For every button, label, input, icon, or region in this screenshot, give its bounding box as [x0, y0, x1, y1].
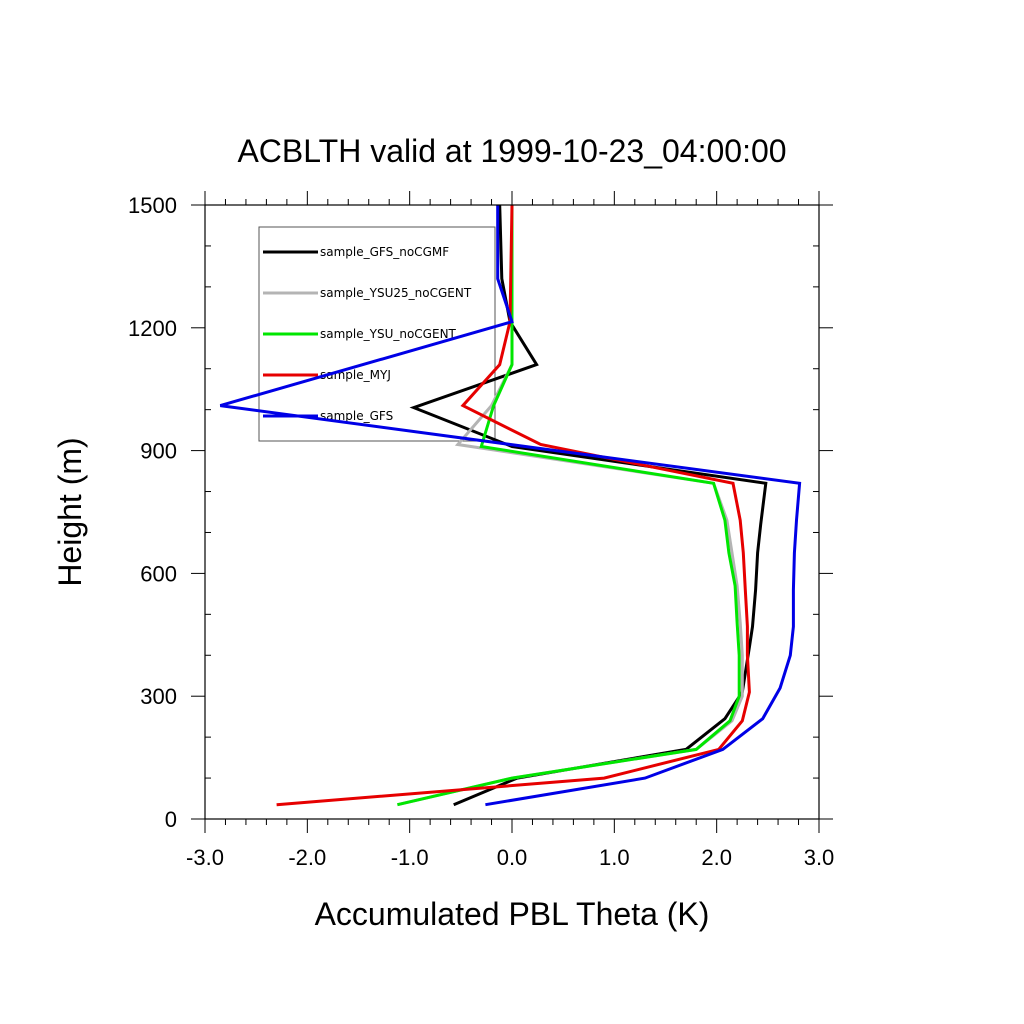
series-line-sample_GFS [219, 205, 802, 807]
x-tick-label: 0.0 [497, 845, 528, 870]
legend: sample_GFS_noCGMF sample_YSU25_noCGENTsam… [258, 226, 496, 442]
legend-label: sample_YSU25_noCGENT [320, 286, 472, 300]
y-tick-label: 300 [140, 684, 177, 709]
y-tick-label: 1500 [128, 193, 177, 218]
y-axis-label: Height (m) [52, 437, 88, 586]
legend-label: sample_GFS [320, 409, 393, 423]
x-tick-label: 1.0 [599, 845, 630, 870]
tick-marks: -3.0 -2.0 -1.0 0.0 1.0 2.0 3.0 0 300 600 900 1200 15… [128, 191, 834, 870]
x-tick-label: -1.0 [391, 845, 429, 870]
legend-label: sample_YSU_noCGENT [320, 327, 457, 341]
x-tick-label: -3.0 [186, 845, 224, 870]
chart-title: ACBLTH valid at 1999-10-23_04:00:00 [237, 133, 786, 169]
series-line-sample_YSU_noCGENT [397, 205, 741, 807]
x-tick-label: -2.0 [288, 845, 326, 870]
y-tick-label: 600 [140, 561, 177, 586]
series-line-sample_GFS_noCGMF [409, 204, 768, 807]
y-tick-label: 0 [165, 807, 177, 832]
x-tick-label: 3.0 [804, 845, 835, 870]
x-axis-label: Accumulated PBL Theta (K) [315, 896, 710, 932]
series-line-sample_MYJ [276, 204, 751, 807]
plot-frame [204, 204, 820, 820]
x-tick-label: 2.0 [701, 845, 732, 870]
y-tick-label: 1200 [128, 316, 177, 341]
legend-label: sample_GFS_noCGMF [320, 245, 449, 259]
y-tick-label: 900 [140, 439, 177, 464]
series-lines [219, 204, 802, 807]
